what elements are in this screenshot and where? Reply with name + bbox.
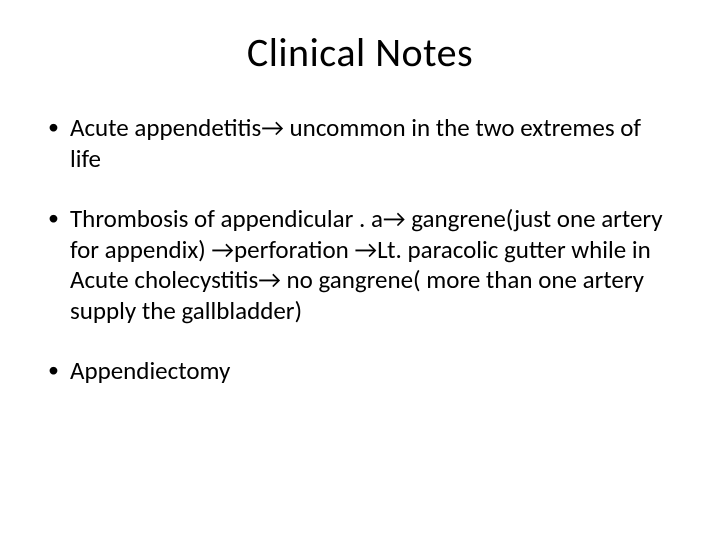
list-item: Acute appendetitis→ uncommon in the two …: [46, 113, 676, 174]
list-item: Appendiectomy: [46, 356, 676, 387]
slide-title: Clinical Notes: [44, 28, 676, 77]
list-item: Thrombosis of appendicular . a→ gangrene…: [46, 204, 676, 326]
slide: Clinical Notes Acute appendetitis→ uncom…: [0, 0, 720, 540]
bullet-list: Acute appendetitis→ uncommon in the two …: [44, 113, 676, 387]
